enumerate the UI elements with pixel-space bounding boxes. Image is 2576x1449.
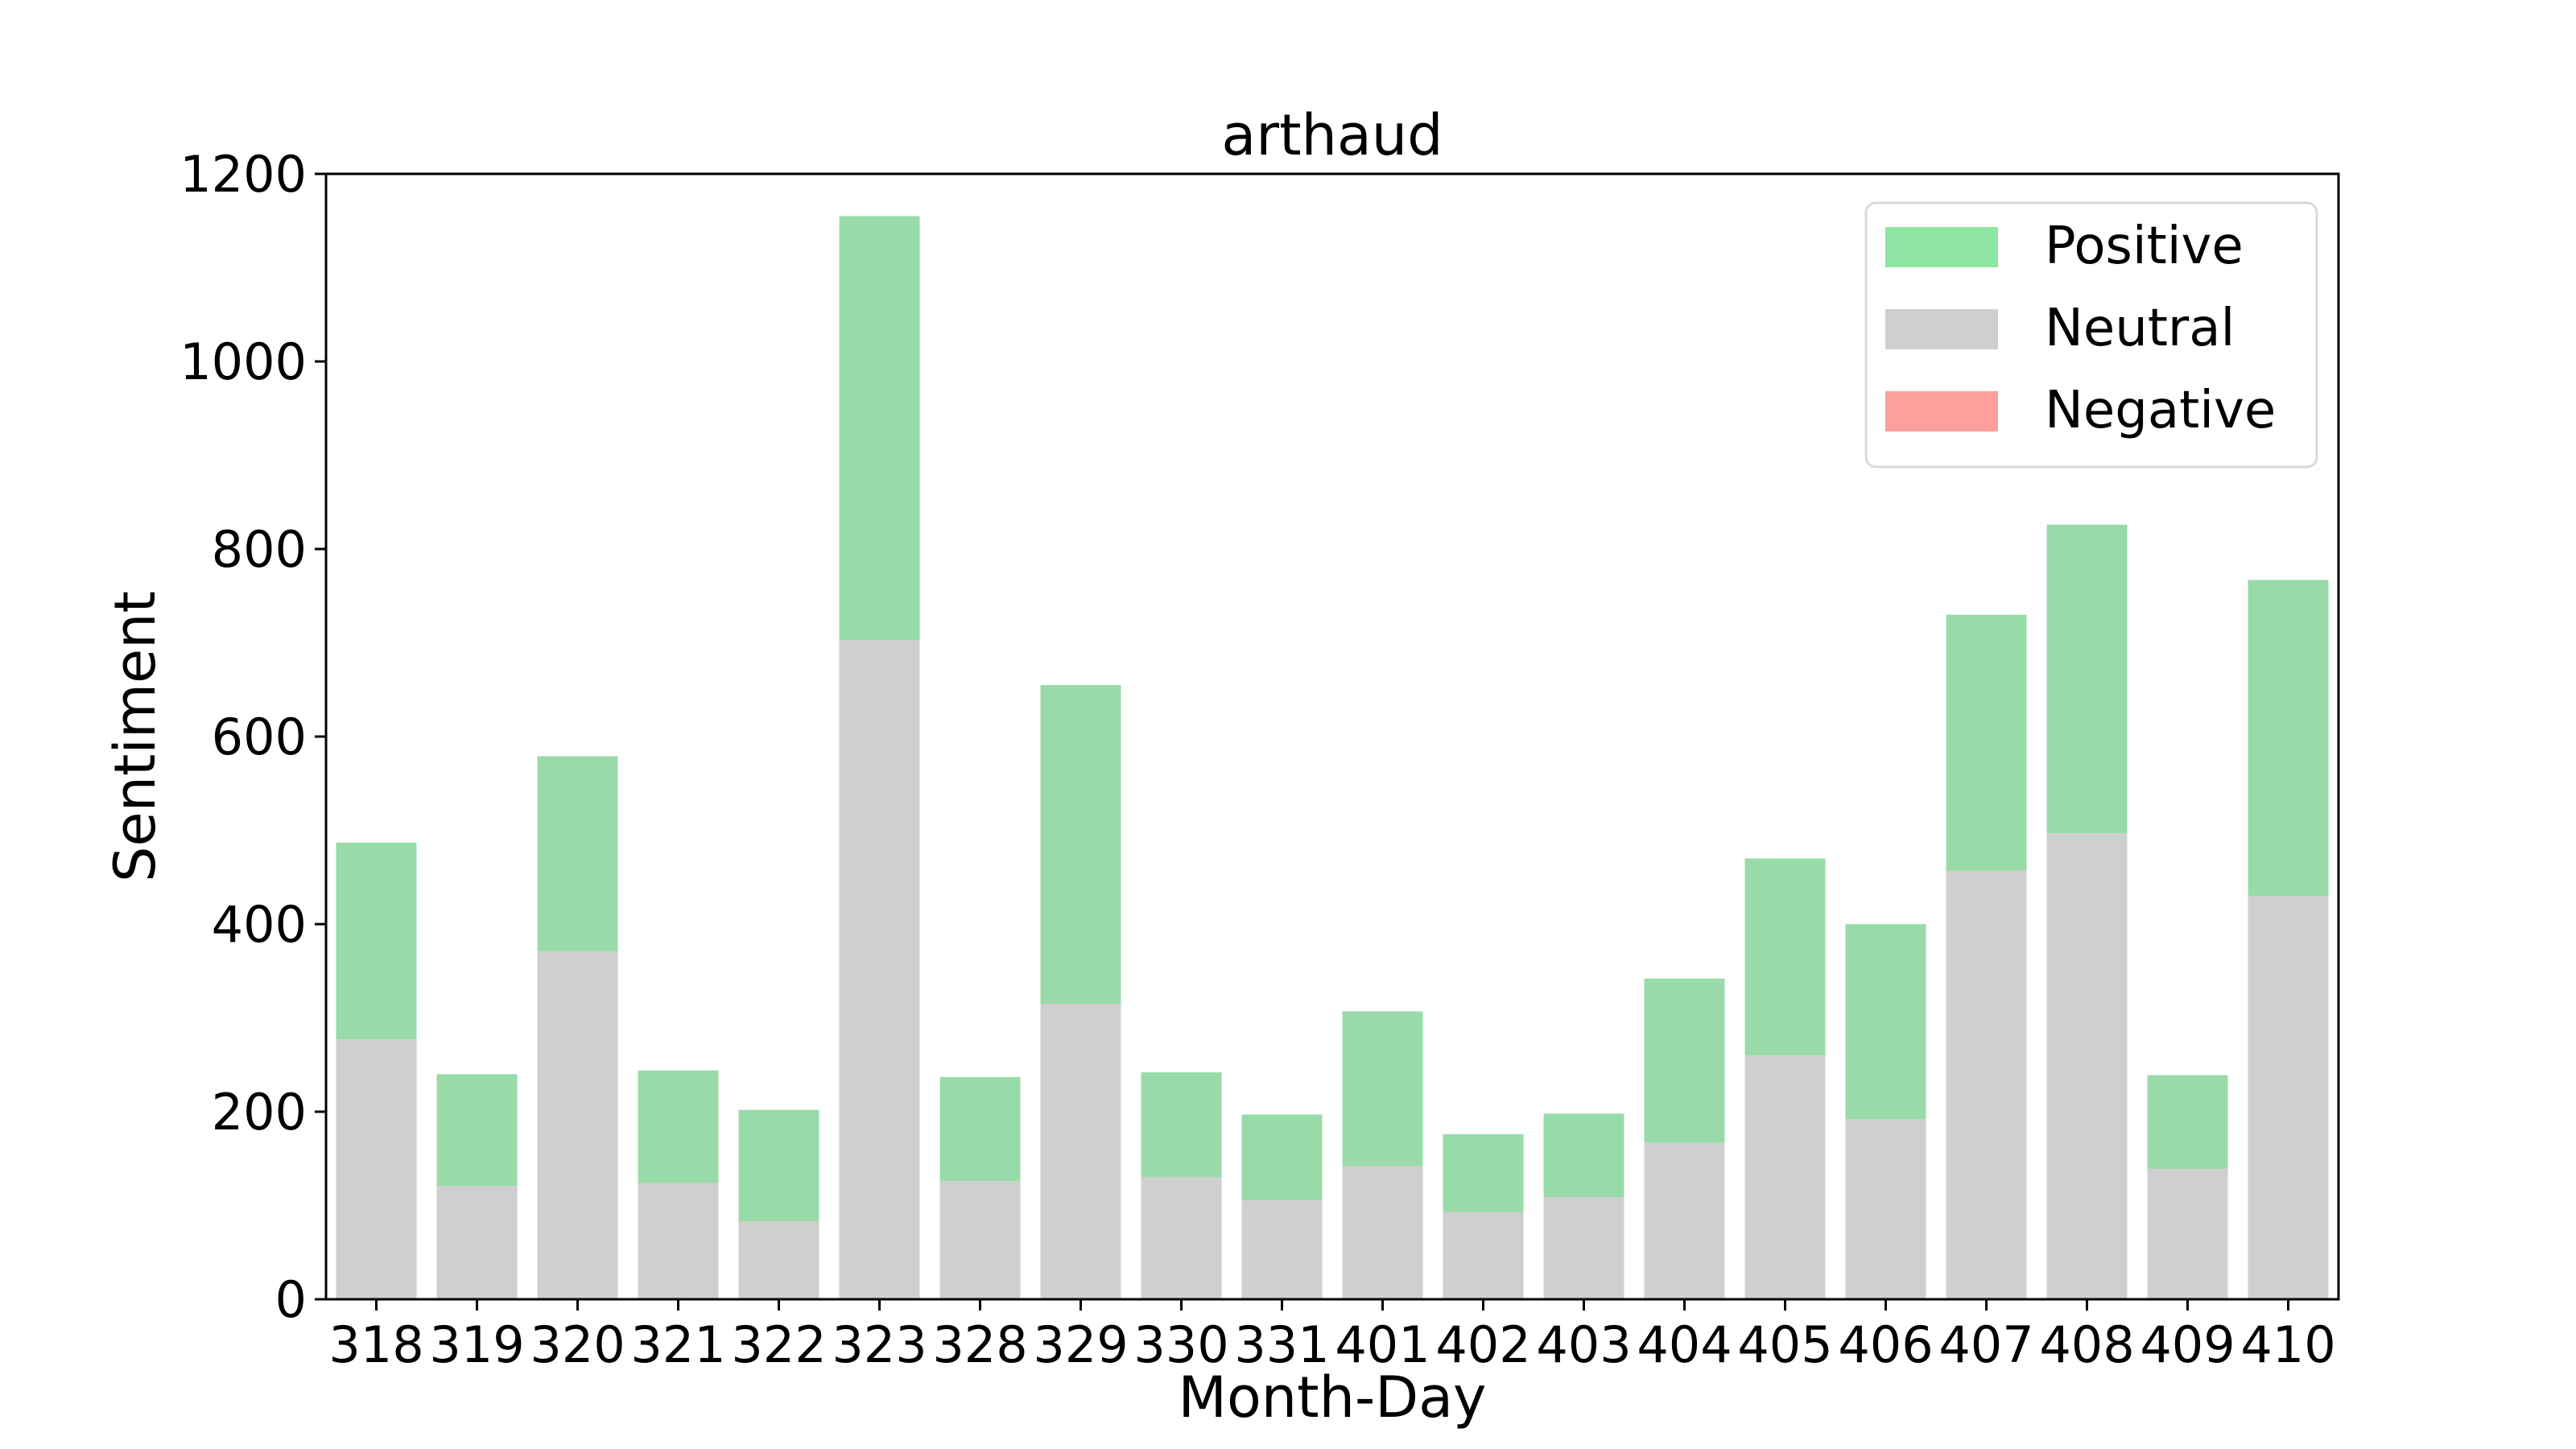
bar-positive-403 (1543, 1113, 1624, 1198)
y-tick-label: 200 (212, 1083, 307, 1141)
bar-neutral-407 (1946, 870, 2027, 1299)
bar-neutral-406 (1845, 1119, 1926, 1299)
bar-neutral-319 (436, 1186, 518, 1299)
x-tick-label-408: 408 (2039, 1315, 2134, 1374)
bar-neutral-410 (2248, 896, 2329, 1299)
y-tick-label: 1000 (180, 332, 307, 391)
bar-neutral-321 (638, 1183, 719, 1299)
x-tick-label-410: 410 (2240, 1315, 2335, 1374)
bar-neutral-401 (1342, 1166, 1423, 1299)
x-tick-label-321: 321 (630, 1315, 725, 1374)
bar-neutral-320 (537, 951, 618, 1299)
x-tick-label-402: 402 (1435, 1315, 1530, 1374)
bar-positive-321 (638, 1070, 719, 1183)
bar-neutral-323 (839, 640, 920, 1299)
legend-swatch-negative (1885, 391, 1998, 431)
legend-label-positive: Positive (2045, 217, 2244, 276)
bar-positive-406 (1845, 924, 1926, 1120)
x-tick-label-322: 322 (731, 1315, 826, 1374)
x-tick-label-404: 404 (1637, 1315, 1732, 1374)
bar-positive-330 (1141, 1072, 1222, 1178)
bar-positive-408 (2046, 524, 2128, 833)
bar-neutral-330 (1141, 1177, 1222, 1299)
bar-neutral-318 (336, 1039, 417, 1299)
y-tick-label: 0 (275, 1270, 307, 1329)
y-tick-label: 800 (212, 520, 307, 579)
x-tick-label-407: 407 (1938, 1315, 2033, 1374)
bar-neutral-404 (1644, 1142, 1725, 1299)
bar-positive-407 (1946, 614, 2027, 871)
bar-positive-401 (1342, 1011, 1423, 1166)
x-tick-label-318: 318 (328, 1315, 423, 1374)
x-tick-label-319: 319 (429, 1315, 524, 1374)
x-tick-label-330: 330 (1133, 1315, 1228, 1374)
bar-positive-319 (436, 1074, 518, 1187)
y-tick-label: 400 (212, 895, 307, 954)
legend-label-negative: Negative (2045, 381, 2276, 440)
bar-positive-320 (537, 756, 618, 952)
y-tick-label: 1200 (180, 145, 307, 204)
x-tick-label-328: 328 (932, 1315, 1027, 1374)
bar-positive-318 (336, 842, 417, 1040)
x-tick-label-401: 401 (1335, 1315, 1430, 1374)
y-axis: 0 200 400 600 800 1000 1200 (180, 145, 326, 1329)
bar-neutral-405 (1744, 1055, 1826, 1299)
bar-positive-329 (1040, 684, 1121, 1005)
chart-title: arthaud (1221, 102, 1443, 168)
bars-layer (336, 216, 2329, 1299)
y-tick-label: 600 (212, 708, 307, 766)
legend-label-neutral: Neutral (2045, 299, 2235, 358)
legend-swatch-positive (1885, 227, 1998, 267)
x-tick-label-323: 323 (832, 1315, 927, 1374)
bar-positive-410 (2248, 580, 2329, 897)
bar-positive-331 (1241, 1114, 1323, 1200)
x-tick-label-329: 329 (1033, 1315, 1128, 1374)
bar-positive-323 (839, 216, 920, 641)
bar-neutral-331 (1241, 1199, 1323, 1299)
y-axis-label: Sentiment (102, 591, 168, 882)
x-tick-label-403: 403 (1536, 1315, 1631, 1374)
x-axis-label: Month-Day (1179, 1364, 1487, 1430)
bar-positive-402 (1443, 1133, 1524, 1212)
bar-neutral-322 (738, 1221, 819, 1299)
bar-positive-404 (1644, 978, 1725, 1143)
x-tick-label-406: 406 (1838, 1315, 1933, 1374)
legend: Positive Neutral Negative (1864, 201, 2318, 469)
bar-positive-322 (738, 1109, 819, 1222)
bar-positive-328 (939, 1076, 1021, 1182)
bar-positive-409 (2147, 1075, 2228, 1170)
x-tick-label-405: 405 (1737, 1315, 1832, 1374)
bar-positive-405 (1744, 858, 1826, 1056)
x-tick-label-409: 409 (2140, 1315, 2235, 1374)
x-tick-label-331: 331 (1234, 1315, 1329, 1374)
bar-neutral-329 (1040, 1004, 1121, 1299)
x-axis: 318 319 320 321 322 323 328 329 330 331 401 402 403 4… (328, 1299, 2336, 1374)
bar-neutral-328 (939, 1181, 1021, 1299)
bar-neutral-403 (1543, 1197, 1624, 1299)
bar-neutral-408 (2046, 832, 2128, 1299)
bar-neutral-402 (1443, 1212, 1524, 1299)
bar-neutral-409 (2147, 1169, 2228, 1299)
legend-swatch-neutral (1885, 309, 1998, 349)
x-tick-label-320: 320 (530, 1315, 625, 1374)
